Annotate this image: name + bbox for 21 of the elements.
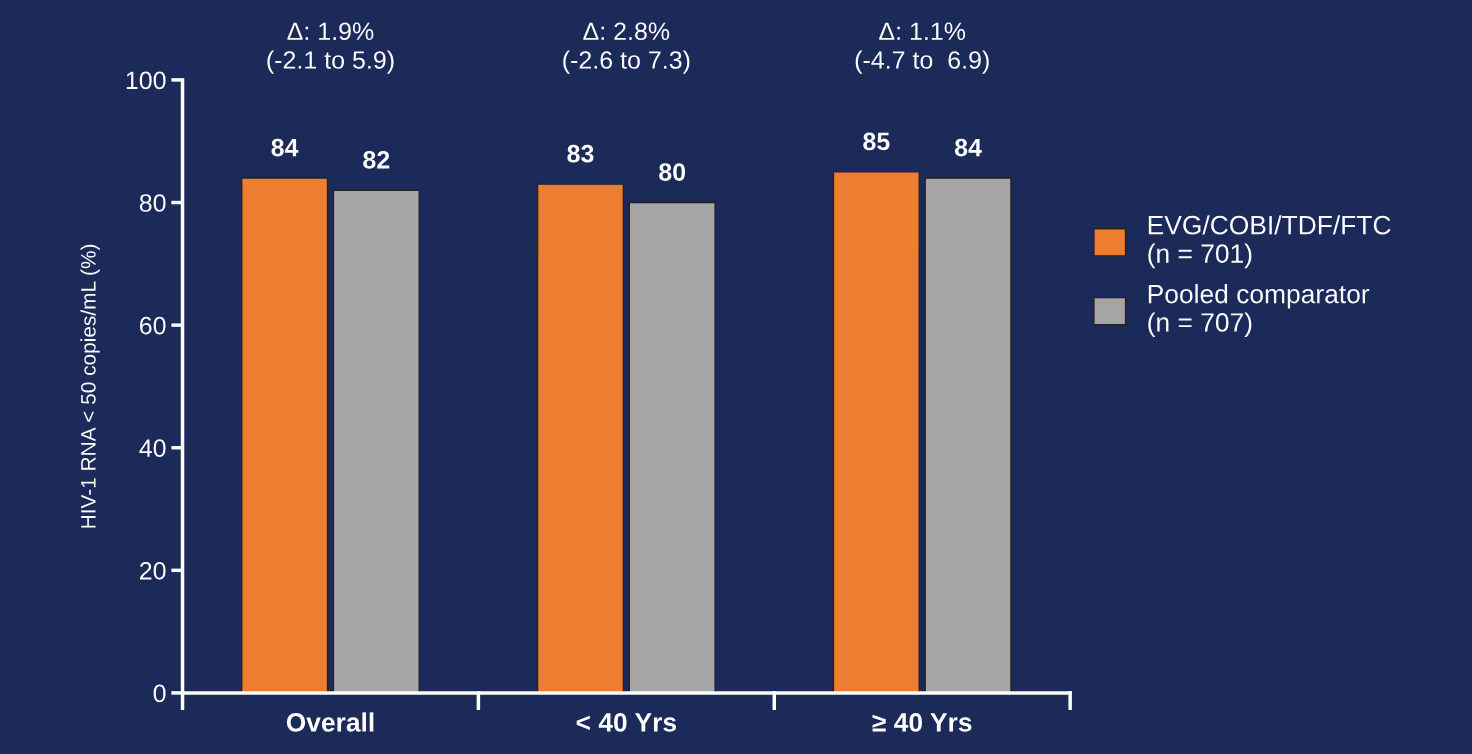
y-tick-label: 20 — [140, 561, 166, 580]
legend-label: Pooled comparator (n = 707) — [1148, 284, 1370, 338]
text: Δ: 1.1% (-4.7 to 6.9) — [855, 22, 989, 74]
text: Δ: 2.8% (-2.6 to 7.3) — [563, 22, 690, 74]
x-tick-label: Overall — [286, 712, 374, 732]
y-tick-label: 80 — [139, 194, 166, 212]
text: Δ: 1.9% (-2.1 to 5.9) — [267, 22, 394, 74]
y-tick-label: 100 — [126, 71, 166, 90]
legend-label: EVG/COBI/TDF/FTC (n = 701) — [1148, 215, 1391, 269]
x-tick-label: < 40 Yrs — [576, 713, 677, 732]
data-label: 80 — [659, 163, 686, 181]
data-label: 84 — [954, 138, 982, 157]
y-tick-label: 60 — [140, 316, 166, 335]
x-tick-label: ≥ 40 Yrs — [872, 713, 972, 732]
data-label: 82 — [363, 150, 390, 169]
y-tick-label: 40 — [139, 439, 166, 458]
data-label: 84 — [271, 138, 299, 157]
data-label: 85 — [863, 132, 890, 151]
y-axis-title: HIV-1 RNA < 50 copies/mL (%) — [80, 244, 100, 528]
y-tick-label: 0 — [153, 684, 166, 703]
data-label: 83 — [567, 144, 594, 163]
